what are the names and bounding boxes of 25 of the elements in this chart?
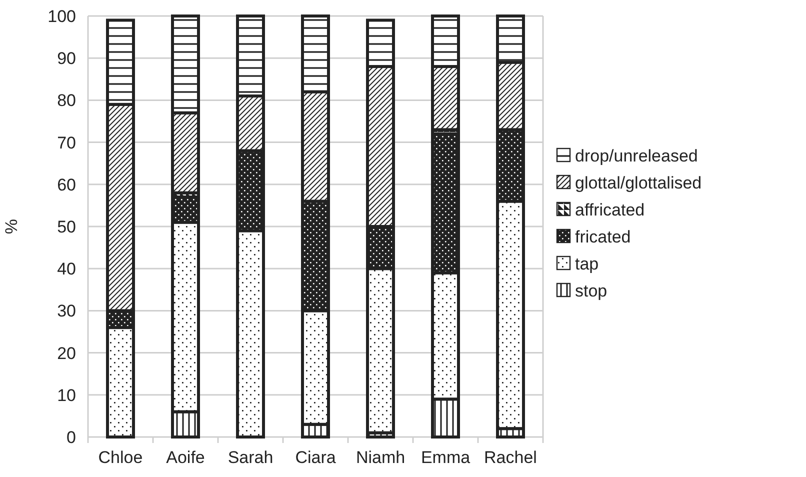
y-tick-label: 50 [57, 217, 76, 236]
legend-label: fricated [575, 227, 631, 246]
legend-label: glottal/glottalised [575, 173, 702, 192]
y-tick-label: 80 [57, 91, 76, 110]
y-tick-label: 10 [57, 386, 76, 405]
y-tick-label: 60 [57, 175, 76, 194]
y-tick-label: 0 [66, 428, 76, 447]
x-tick-label: Emma [420, 448, 471, 467]
legend-label: drop/unreleased [575, 146, 698, 166]
y-tick-label: 20 [57, 344, 76, 363]
y-axis-title: % [2, 218, 21, 234]
legend-label: tap [575, 254, 599, 274]
y-tick-label: 100 [48, 6, 76, 26]
y-tick-label: 30 [57, 302, 76, 321]
x-tick-label: Ciara [295, 448, 336, 467]
y-tick-label: 90 [57, 49, 76, 68]
y-tick-label: 70 [57, 133, 76, 152]
legend-label: affricated [575, 200, 645, 220]
x-tick-label: Chloe [98, 448, 143, 467]
x-tick-label: Niamh [356, 448, 406, 467]
x-tick-label: Sarah [228, 448, 274, 467]
y-tick-label: 40 [57, 260, 76, 279]
x-tick-label: Aoife [166, 448, 205, 467]
legend-label: stop [575, 281, 608, 300]
x-tick-label: Rachel [484, 448, 537, 467]
